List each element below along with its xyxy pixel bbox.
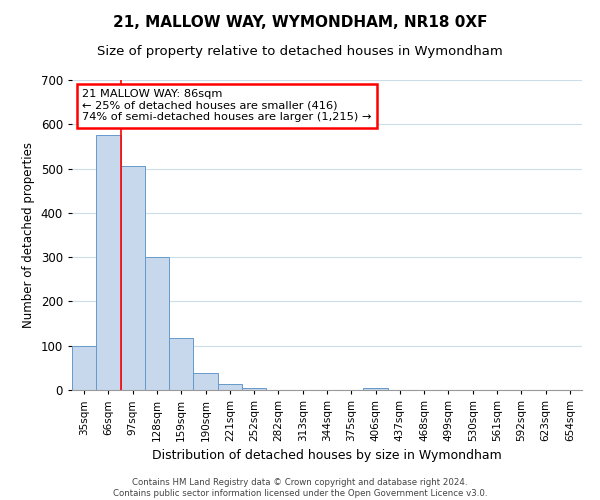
Bar xyxy=(218,384,242,390)
Bar xyxy=(145,257,169,390)
Bar xyxy=(242,388,266,390)
Bar xyxy=(169,338,193,390)
Bar xyxy=(72,346,96,390)
Bar xyxy=(193,373,218,390)
Bar xyxy=(121,166,145,390)
Bar xyxy=(364,388,388,390)
Bar xyxy=(96,136,121,390)
Text: Contains HM Land Registry data © Crown copyright and database right 2024.
Contai: Contains HM Land Registry data © Crown c… xyxy=(113,478,487,498)
Text: 21 MALLOW WAY: 86sqm
← 25% of detached houses are smaller (416)
74% of semi-deta: 21 MALLOW WAY: 86sqm ← 25% of detached h… xyxy=(82,90,371,122)
Text: 21, MALLOW WAY, WYMONDHAM, NR18 0XF: 21, MALLOW WAY, WYMONDHAM, NR18 0XF xyxy=(113,15,487,30)
X-axis label: Distribution of detached houses by size in Wymondham: Distribution of detached houses by size … xyxy=(152,450,502,462)
Text: Size of property relative to detached houses in Wymondham: Size of property relative to detached ho… xyxy=(97,45,503,58)
Y-axis label: Number of detached properties: Number of detached properties xyxy=(22,142,35,328)
